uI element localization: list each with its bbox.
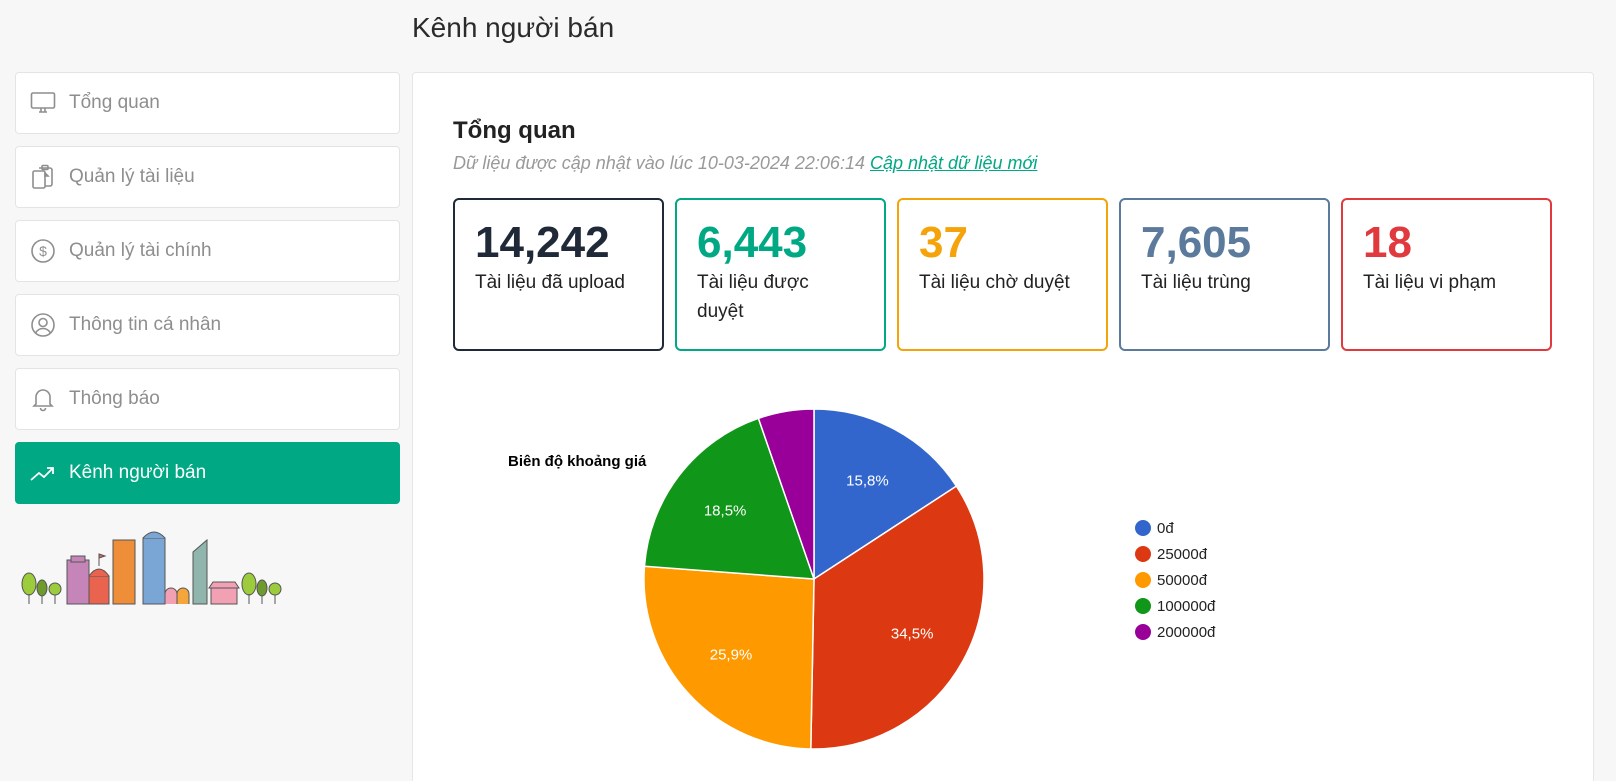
sidebar-item-label: Thông báo xyxy=(69,388,160,409)
pie-slice[interactable] xyxy=(813,408,958,581)
stat-label: Tài liệu đã upload xyxy=(475,272,625,293)
stat-card-pending: 37 Tài liệu chờ duyệt xyxy=(897,198,1108,351)
legend-dot-icon xyxy=(1135,572,1151,588)
stat-label: Tài liệu chờ duyệt xyxy=(919,272,1070,293)
sidebar-item-label: Tổng quan xyxy=(69,92,160,113)
section-title: Tổng quan xyxy=(453,117,576,144)
clipboard-documents-icon xyxy=(29,163,57,191)
legend-label: 100000đ xyxy=(1157,597,1216,615)
stat-value: 7,605 xyxy=(1141,218,1252,267)
stats-row: 14,242 Tài liệu đã upload 6,443 Tài liệu… xyxy=(453,198,1552,351)
last-updated-text: Dữ liệu được cập nhật vào lúc 10-03-2024… xyxy=(453,153,865,173)
legend-item[interactable]: 25000đ xyxy=(1135,541,1215,567)
legend-dot-icon xyxy=(1135,546,1151,562)
stat-value: 14,242 xyxy=(475,218,610,267)
chart-legend: 0đ 25000đ 50000đ 100000đ 200000đ xyxy=(1135,515,1215,645)
sidebar-item-documents[interactable]: Quản lý tài liệu xyxy=(15,146,400,208)
sidebar-item-label: Quản lý tài chính xyxy=(69,240,212,261)
stat-label: Tài liệu được duyệt xyxy=(697,272,809,322)
pie-slice[interactable] xyxy=(757,408,815,580)
city-skyline-illustration xyxy=(21,531,282,605)
pie-slice-label: 25,9% xyxy=(710,647,753,664)
legend-dot-icon xyxy=(1135,624,1151,640)
chart-title: Biên độ khoảng giá xyxy=(508,453,647,470)
user-circle-icon xyxy=(29,311,57,339)
stat-card-uploaded: 14,242 Tài liệu đã upload xyxy=(453,198,664,351)
refresh-data-link[interactable]: Cập nhật dữ liệu mới xyxy=(869,153,1038,173)
pie-chart: 15,8% 34,5% 25,9% 18,5% xyxy=(643,408,985,750)
sidebar-item-seller-channel[interactable]: Kênh người bán xyxy=(15,442,400,504)
legend-label: 25000đ xyxy=(1157,545,1208,563)
stat-label: Tài liệu vi phạm xyxy=(1363,272,1497,293)
svg-text:$: $ xyxy=(39,243,47,259)
legend-item[interactable]: 0đ xyxy=(1135,515,1215,541)
update-info: Dữ liệu được cập nhật vào lúc 10-03-2024… xyxy=(453,153,1037,174)
stat-value: 37 xyxy=(919,218,968,267)
sidebar-item-overview[interactable]: Tổng quan xyxy=(15,72,400,134)
legend-label: 200000đ xyxy=(1157,623,1216,641)
main-panel: Tổng quan Dữ liệu được cập nhật vào lúc … xyxy=(412,72,1594,781)
stat-card-approved: 6,443 Tài liệu được duyệt xyxy=(675,198,886,351)
pie-slice[interactable] xyxy=(810,485,985,750)
pie-slice-label: 15,8% xyxy=(846,472,889,489)
stat-label: Tài liệu trùng xyxy=(1141,272,1251,293)
monitor-icon xyxy=(29,89,57,117)
pie-slice-label: 34,5% xyxy=(891,625,934,642)
legend-item[interactable]: 100000đ xyxy=(1135,593,1215,619)
bell-icon xyxy=(29,385,57,413)
legend-item[interactable]: 200000đ xyxy=(1135,619,1215,645)
sidebar-item-label: Kênh người bán xyxy=(69,462,207,483)
dollar-circle-icon: $ xyxy=(29,237,57,265)
stat-card-violation: 18 Tài liệu vi phạm xyxy=(1341,198,1552,351)
sidebar-item-finance[interactable]: $ Quản lý tài chính xyxy=(15,220,400,282)
trending-up-icon xyxy=(29,459,57,487)
sidebar-item-notifications[interactable]: Thông báo xyxy=(15,368,400,430)
sidebar-item-profile[interactable]: Thông tin cá nhân xyxy=(15,294,400,356)
sidebar-item-label: Quản lý tài liệu xyxy=(69,166,195,187)
pie-slice[interactable] xyxy=(643,565,815,750)
legend-dot-icon xyxy=(1135,598,1151,614)
legend-item[interactable]: 50000đ xyxy=(1135,567,1215,593)
pie-slice-label: 18,5% xyxy=(704,503,747,520)
page-title: Kênh người bán xyxy=(412,12,615,43)
legend-label: 50000đ xyxy=(1157,571,1208,589)
legend-dot-icon xyxy=(1135,520,1151,536)
sidebar-item-label: Thông tin cá nhân xyxy=(69,314,222,335)
stat-value: 18 xyxy=(1363,218,1412,267)
legend-label: 0đ xyxy=(1157,519,1174,537)
stat-value: 6,443 xyxy=(697,218,808,267)
sidebar: Tổng quan Quản lý tài liệu $ Quản lý tài… xyxy=(15,72,400,611)
price-range-chart: Biên độ khoảng giá 15,8% 34,5% 25,9% 18,5% … xyxy=(413,363,1595,781)
stat-card-duplicate: 7,605 Tài liệu trùng xyxy=(1119,198,1330,351)
